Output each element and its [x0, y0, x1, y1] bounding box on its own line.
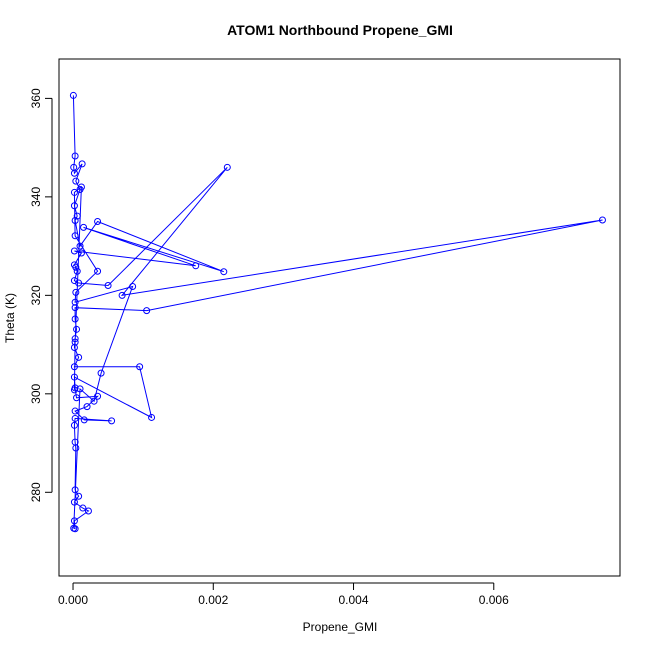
data-point [71, 152, 79, 160]
y-tick-label: 300 [29, 383, 43, 403]
data-point [71, 232, 79, 240]
data-point [220, 268, 228, 276]
data-point [70, 247, 78, 255]
y-axis: 280 300 320 340 360 [29, 88, 53, 502]
data-point [70, 386, 78, 394]
data-point [75, 279, 83, 287]
data-point [71, 298, 79, 306]
data-point [97, 369, 105, 377]
data-point [108, 417, 116, 425]
data-point [84, 507, 92, 515]
data-point [73, 267, 81, 275]
data-point [77, 249, 85, 257]
data-point [70, 421, 78, 429]
data-point [72, 263, 80, 271]
x-axis: 0.000 0.002 0.004 0.006 [58, 582, 509, 607]
y-tick-label: 340 [29, 187, 43, 207]
data-point [223, 163, 231, 171]
x-tick-label: 0.004 [339, 593, 369, 607]
chart-title: ATOM1 Northbound Propene_GMI [227, 22, 453, 38]
data-point [71, 304, 79, 312]
data-point [192, 262, 200, 270]
data-point [72, 288, 80, 296]
data-point [90, 397, 98, 405]
x-axis-label: Propene_GMI [303, 620, 378, 634]
data-point [70, 524, 78, 532]
y-tick-label: 320 [29, 285, 43, 305]
plot-area-frame [58, 58, 621, 577]
data-point [73, 325, 81, 333]
series-layer [69, 91, 606, 533]
data-point [70, 373, 78, 381]
data-point [94, 217, 102, 225]
data-point [148, 413, 156, 421]
data-point [77, 183, 85, 191]
data-point [71, 217, 79, 225]
data-point [143, 307, 151, 315]
data-point [129, 282, 137, 290]
data-point [598, 216, 606, 224]
data-point [70, 517, 78, 525]
x-tick-label: 0.006 [479, 593, 509, 607]
data-point [79, 504, 87, 512]
data-point [104, 281, 112, 289]
x-tick-label: 0.000 [58, 593, 88, 607]
data-point [73, 212, 81, 220]
data-point [70, 169, 78, 177]
data-point [70, 202, 78, 210]
data-point [73, 394, 81, 402]
data-point [71, 414, 79, 422]
data-point [71, 315, 79, 323]
data-point [80, 416, 88, 424]
data-point [70, 344, 78, 352]
x-tick-label: 0.002 [198, 593, 228, 607]
data-point [78, 160, 86, 168]
data-point [71, 407, 79, 415]
data-point [69, 91, 77, 99]
data-point [118, 291, 126, 299]
data-point [70, 188, 78, 196]
data-point [136, 363, 144, 371]
data-point [71, 486, 79, 494]
data-point [72, 444, 80, 452]
data-point [72, 177, 80, 185]
data-point [75, 492, 83, 500]
y-tick-label: 360 [29, 88, 43, 108]
series-line [72, 95, 603, 530]
y-axis-label: Theta (K) [3, 293, 17, 343]
data-point [71, 335, 79, 343]
data-point [94, 392, 102, 400]
data-point [94, 267, 102, 275]
y-tick-label: 280 [29, 482, 43, 502]
data-point [80, 223, 88, 231]
data-point [70, 498, 78, 506]
data-point [70, 363, 78, 371]
data-point [83, 403, 91, 411]
data-point [76, 242, 84, 250]
data-point [75, 353, 83, 361]
data-point [71, 338, 79, 346]
